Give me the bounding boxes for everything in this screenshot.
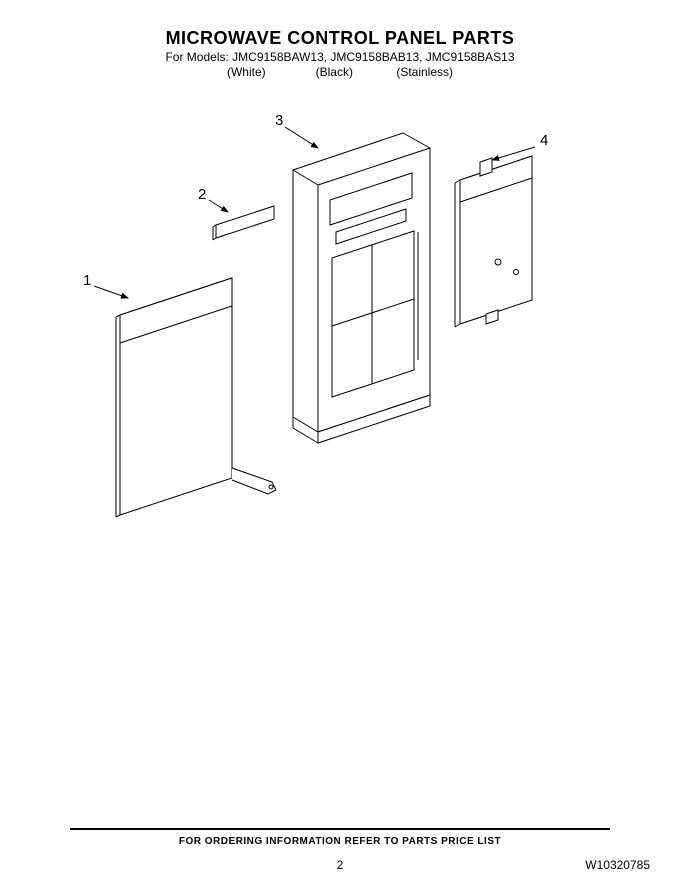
parts-diagram <box>0 0 680 880</box>
page-number: 2 <box>0 858 680 872</box>
part-display-lens <box>213 206 274 240</box>
part-control-panel-housing <box>293 133 430 443</box>
document-id: W10320785 <box>585 858 650 872</box>
footer-text: FOR ORDERING INFORMATION REFER TO PARTS … <box>0 836 680 847</box>
part-bracket-plate <box>455 156 532 327</box>
footer-rule <box>70 828 610 830</box>
part-overlay-panel <box>116 278 276 517</box>
